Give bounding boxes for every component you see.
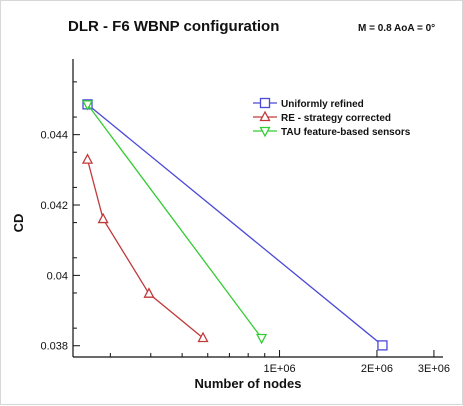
data-point-marker	[197, 331, 209, 343]
y-axis-ticks: 0.038 0.04 0.042 0.044	[40, 81, 80, 353]
chart-title: DLR - F6 WBNP configuration	[68, 18, 279, 35]
series-line	[86, 159, 204, 339]
x-tick-label: 2E+06	[361, 363, 393, 375]
series-layer	[81, 99, 388, 351]
x-tick-label: 3E+06	[418, 363, 450, 375]
x-axis-ticks: 1E+06 2E+06 3E+06	[109, 350, 450, 375]
legend-label: RE - strategy corrected	[281, 113, 391, 124]
data-point-marker	[143, 287, 155, 298]
data-point-marker	[81, 153, 94, 164]
x-tick-label: 1E+06	[263, 363, 295, 375]
series-3	[81, 100, 268, 345]
chart-subtitle: M = 0.8 AoA = 0°	[358, 23, 435, 34]
y-tick-label: 0.042	[40, 200, 68, 212]
y-axis-label: CD	[11, 214, 26, 233]
legend-item: Uniformly refined	[253, 97, 364, 110]
y-tick-label: 0.038	[40, 341, 68, 353]
y-tick-label: 0.04	[47, 270, 68, 282]
legend-label: TAU feature-based sensors	[281, 127, 411, 138]
series-2	[81, 153, 209, 343]
legend-item: RE - strategy corrected	[253, 110, 391, 124]
series-line	[86, 103, 263, 339]
legend-marker	[259, 126, 271, 138]
data-point-marker	[377, 340, 388, 351]
legend-label: Uniformly refined	[281, 99, 364, 110]
legend-marker	[259, 110, 271, 122]
y-tick-label: 0.044	[40, 130, 68, 142]
legend-marker	[259, 97, 271, 109]
data-point-marker	[255, 333, 268, 345]
data-point-marker	[81, 100, 94, 111]
data-point-marker	[97, 212, 109, 224]
legend-item: TAU feature-based sensors	[253, 126, 411, 138]
x-axis-label: Number of nodes	[195, 376, 302, 391]
legend: Uniformly refined RE - strategy corrected…	[253, 97, 411, 138]
series-line	[87, 103, 383, 346]
